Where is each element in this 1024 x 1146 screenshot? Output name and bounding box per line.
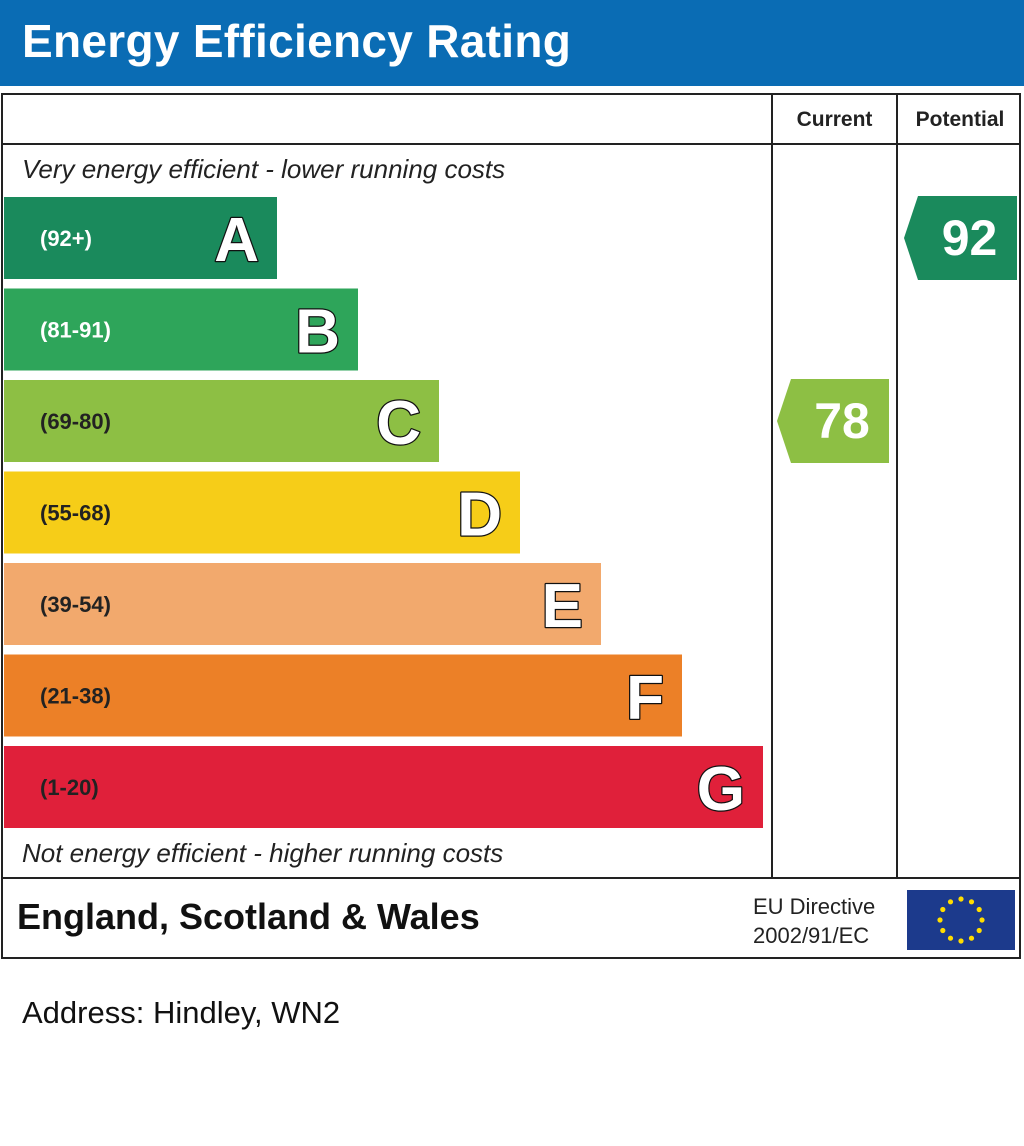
band-letter-b: B: [295, 298, 340, 367]
eu-star-icon: [937, 917, 943, 923]
eu-star-icon: [947, 935, 954, 941]
band-letter-e: E: [542, 572, 583, 641]
band-range-c: (69-80): [40, 409, 111, 434]
eu-star-icon: [958, 896, 964, 902]
top-caption: Very energy efficient - lower running co…: [22, 154, 506, 184]
potential-rating-arrow: [904, 196, 1017, 280]
band-range-d: (55-68): [40, 501, 111, 526]
band-letter-c: C: [376, 389, 421, 458]
eu-star-icon: [940, 927, 946, 934]
eu-star-icon: [958, 938, 964, 944]
eu-star-icon: [979, 917, 985, 923]
eu-star-icon: [940, 906, 946, 913]
page-title: Energy Efficiency Rating: [22, 15, 572, 67]
eu-star-icon: [976, 927, 982, 934]
potential-column-header: Potential: [915, 108, 1005, 131]
band-range-e: (39-54): [40, 592, 111, 617]
band-letter-d: D: [457, 481, 502, 550]
column-divider-current: [771, 93, 773, 879]
band-letter-a: A: [214, 206, 259, 275]
eu-star-icon: [947, 899, 954, 905]
header-bar: Energy Efficiency Rating: [0, 0, 1024, 86]
band-bar-c: [4, 380, 439, 462]
current-rating-value: 78: [814, 393, 870, 449]
band-bar-a: [4, 197, 277, 279]
rating-frame: [1, 93, 1021, 959]
region-label: England, Scotland & Wales: [17, 896, 480, 937]
band-bar-d: [4, 471, 520, 554]
band-bar-e: [4, 563, 601, 645]
current-column-header: Current: [796, 108, 873, 131]
address-text: Address: Hindley, WN2: [22, 995, 341, 1030]
band-range-f: (21-38): [40, 684, 111, 709]
directive-line1: EU Directive: [753, 894, 876, 919]
directive-line2: 2002/91/EC: [753, 923, 870, 948]
band-bar-b: [4, 288, 358, 371]
band-bar-f: [4, 654, 682, 737]
eu-star-icon: [968, 899, 975, 905]
eu-star-icon: [968, 935, 975, 941]
band-bar-g: [4, 746, 763, 828]
eu-star-icon: [976, 906, 982, 913]
eu-flag-icon: [907, 890, 1015, 950]
band-letter-f: F: [626, 664, 664, 733]
band-range-g: (1-20): [40, 775, 99, 800]
column-divider-potential: [896, 93, 898, 879]
current-rating-arrow: [777, 379, 889, 463]
potential-rating-value: 92: [942, 210, 998, 266]
band-letter-g: G: [697, 755, 745, 824]
header-row-divider: [1, 143, 1021, 145]
band-range-a: (92+): [40, 226, 92, 251]
band-range-b: (81-91): [40, 318, 111, 343]
bottom-caption: Not energy efficient - higher running co…: [22, 838, 504, 868]
footer-row-divider: [1, 877, 1021, 879]
rating-chart: (92+) A (81-91) B (69-80) C (55-68) D (39-54) E (2…: [4, 196, 1017, 828]
